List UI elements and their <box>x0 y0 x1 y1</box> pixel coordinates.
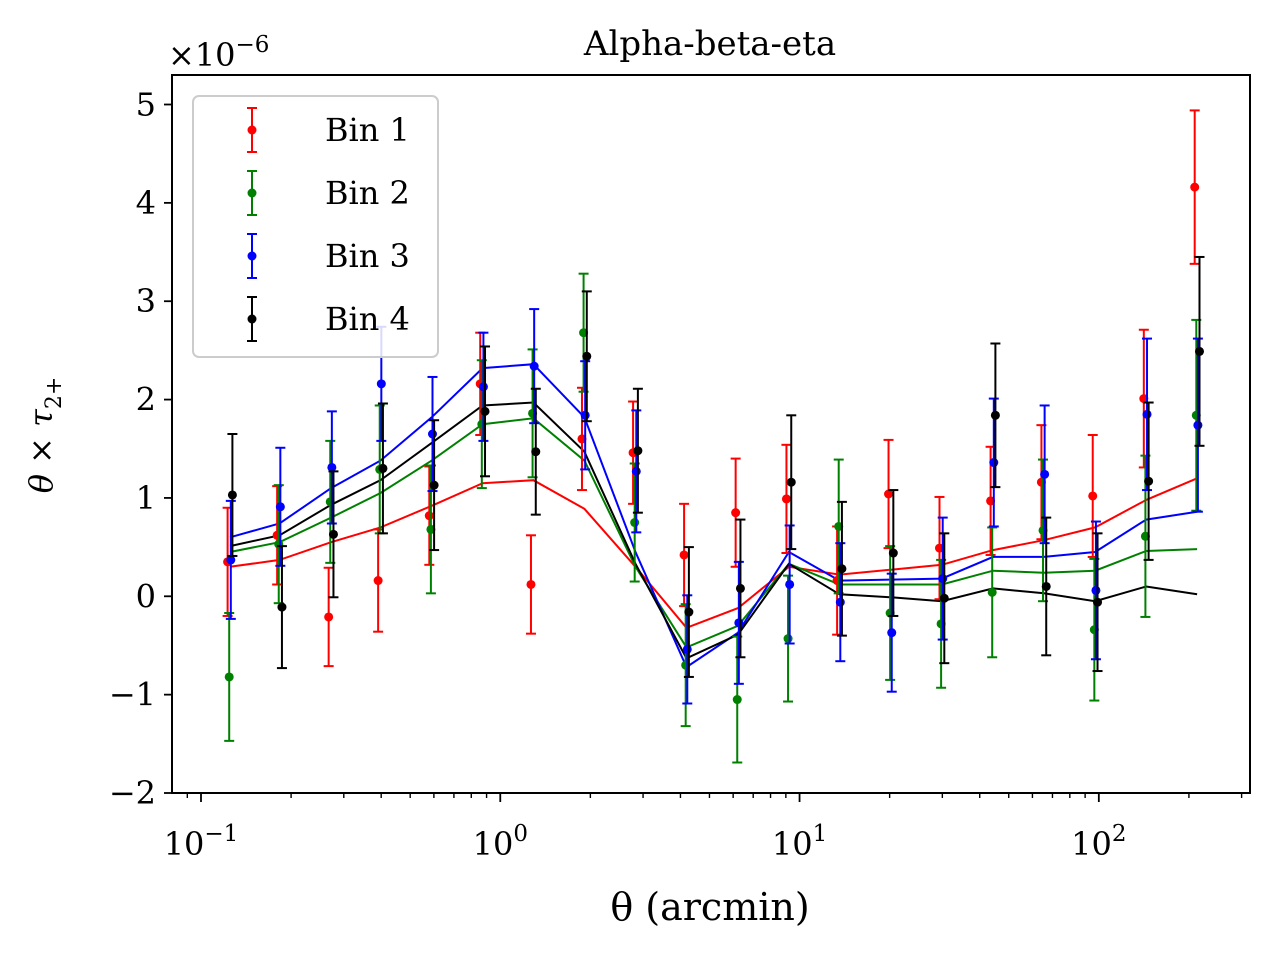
data-point <box>427 429 437 439</box>
data-point <box>1041 581 1051 591</box>
data-point <box>1142 409 1152 419</box>
data-point <box>1088 491 1098 501</box>
data-point <box>531 447 541 457</box>
chart-title: Alpha-beta-eta <box>583 24 836 64</box>
y-multiplier-exponent: −6 <box>236 32 270 58</box>
data-point <box>580 410 590 420</box>
y-tick-label: 5 <box>136 86 156 124</box>
data-point <box>529 361 539 371</box>
data-point <box>327 462 337 472</box>
x-tick-label: 10−1 <box>164 821 239 863</box>
legend-marker <box>247 125 257 135</box>
data-point <box>781 494 791 504</box>
legend-box <box>192 95 439 358</box>
data-point <box>277 602 287 612</box>
legend-entry-bin-3: Bin 3 <box>247 233 410 279</box>
data-point <box>631 466 641 476</box>
data-point <box>226 555 236 565</box>
data-point <box>888 548 898 558</box>
data-point <box>378 463 388 473</box>
data-point <box>987 587 997 597</box>
legend-marker <box>247 251 257 261</box>
y-multiplier: ×10−6 <box>168 32 269 74</box>
y-axis-label-subscript: 2+ <box>42 377 67 409</box>
data-point <box>1091 585 1101 595</box>
data-point <box>735 583 745 593</box>
axes: −2 −1 0 1 2 3 4 5 10−1 100 101 102 <box>109 74 1251 863</box>
series-bin-4 <box>227 255 1205 678</box>
data-point <box>684 607 694 617</box>
legend-entry-bin-4: Bin 4 <box>247 296 410 342</box>
data-point <box>1193 420 1203 430</box>
legend-label: Bin 2 <box>325 174 410 212</box>
legend-label: Bin 4 <box>325 300 410 338</box>
data-point <box>429 480 439 490</box>
data-point <box>679 550 689 560</box>
data-point <box>526 579 536 589</box>
data-point <box>989 458 999 468</box>
data-point <box>633 446 643 456</box>
data-point <box>1194 346 1204 356</box>
legend-entry-bin-2: Bin 2 <box>247 170 410 216</box>
legend-entry-bin-1: Bin 1 <box>247 107 410 153</box>
data-point <box>373 576 383 586</box>
model-line-bin-3 <box>229 363 1198 669</box>
legend-label: Bin 3 <box>325 237 410 275</box>
x-tick-label: 102 <box>1071 821 1126 863</box>
data-point <box>734 618 744 628</box>
data-point <box>887 628 897 638</box>
model-line-bin-4 <box>229 401 1198 660</box>
x-axis-label: θ (arcmin) <box>610 885 809 929</box>
data-point <box>837 564 847 574</box>
data-point <box>582 351 592 361</box>
plot-frame <box>171 74 1251 794</box>
model-line-bin-2 <box>229 417 1198 649</box>
x-tick-label: 100 <box>473 821 528 863</box>
y-tick-label: 4 <box>136 184 156 222</box>
data-point <box>1144 476 1154 486</box>
data-point <box>990 410 1000 420</box>
data-point <box>227 490 237 500</box>
data-point <box>424 511 434 521</box>
data-point <box>731 508 741 518</box>
data-point <box>1040 469 1050 479</box>
legend-marker <box>247 188 257 198</box>
model-line-bin-1 <box>229 477 1198 629</box>
y-tick-label: 3 <box>136 282 156 320</box>
data-point <box>938 574 948 584</box>
y-tick-label: −1 <box>109 676 156 714</box>
data-point <box>682 644 692 654</box>
legend-label: Bin 1 <box>325 111 410 149</box>
legend: Bin 1 Bin 2 Bin 3 Bin 4 <box>192 95 439 358</box>
data-point <box>1093 597 1103 607</box>
y-tick-label: 2 <box>136 381 156 419</box>
y-axis-label: θ × τ2+ <box>22 377 67 494</box>
legend-marker <box>247 314 257 324</box>
data-point <box>376 379 386 389</box>
y-tick-label: 1 <box>136 479 156 517</box>
data-point <box>884 489 894 499</box>
data-point <box>732 695 742 705</box>
plot-area <box>222 109 1205 764</box>
data-point <box>630 518 640 528</box>
y-tick-label: −2 <box>109 774 156 812</box>
data-point <box>786 477 796 487</box>
y-tick-label: 0 <box>136 577 156 615</box>
data-point <box>835 597 845 607</box>
data-point <box>275 502 285 512</box>
data-point <box>939 593 949 603</box>
series-bin-3 <box>225 308 1203 705</box>
data-point <box>1190 182 1200 192</box>
data-point <box>785 579 795 589</box>
data-point <box>328 529 338 539</box>
x-tick-label: 101 <box>772 821 827 863</box>
data-point <box>224 672 234 682</box>
data-point <box>324 612 334 622</box>
data-point <box>478 382 488 392</box>
data-point <box>783 634 793 644</box>
data-point <box>480 406 490 416</box>
